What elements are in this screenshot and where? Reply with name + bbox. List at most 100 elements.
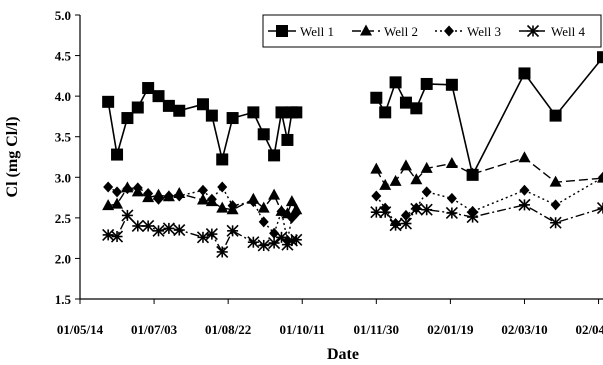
series-3-point [217, 181, 228, 193]
series-4-point [445, 206, 458, 220]
y-axis-title: Cl (mg Cl/l) [4, 117, 21, 198]
series-1-point [290, 106, 303, 119]
series-3-point [446, 192, 457, 204]
series-4-point [290, 233, 303, 246]
series-4 [102, 198, 603, 259]
x-tick-label: 02/03/10 [501, 322, 547, 337]
legend-label-3: Well 3 [467, 24, 501, 39]
series-2-point [216, 201, 229, 213]
x-tick-label: 01/07/03 [131, 322, 178, 337]
legend-marker-2 [360, 24, 372, 36]
series-3-point [122, 183, 133, 195]
series-1-point [205, 109, 218, 122]
series-4-point [226, 224, 239, 237]
legend-label-1: Well 1 [300, 24, 334, 39]
series-4-point [196, 231, 210, 244]
series-1-point [121, 112, 134, 125]
series-3-point [421, 186, 432, 198]
series-1-point [196, 98, 209, 111]
x-ticks: 01/05/14 01/07/03 01/08/22 01/10/11 01/11/30… [57, 299, 603, 337]
series-4-point [162, 222, 175, 235]
series-1-point [518, 67, 531, 80]
series-2-point [285, 195, 298, 207]
series-4-point [596, 202, 603, 215]
series-4-point [275, 231, 288, 244]
legend-marker-4 [526, 24, 540, 38]
series-4-point [247, 236, 260, 249]
series-1-point [173, 104, 186, 117]
series-1-point [410, 102, 423, 115]
series-1-point [268, 149, 281, 162]
series-1-point [226, 112, 239, 125]
x-tick-label: 01/05/14 [57, 322, 104, 337]
series-1-point [216, 153, 229, 166]
series-2-point [111, 197, 124, 209]
series-4-point [549, 216, 562, 229]
y-tick-label: 2.5 [55, 211, 72, 226]
x-axis-title: Date [327, 346, 359, 363]
series-3-point [291, 207, 302, 219]
series-4-point [466, 210, 479, 224]
y-tick-label: 2.0 [55, 251, 71, 266]
series-1-point [389, 76, 402, 89]
series-1-point [370, 91, 383, 104]
legend-marker-1 [276, 25, 288, 37]
series-3-point [519, 184, 530, 196]
series-3-point [248, 196, 259, 208]
y-tick-label: 5.0 [55, 8, 71, 23]
series-1-point [162, 99, 175, 112]
series-4-point [420, 203, 433, 216]
series-3-point [400, 209, 411, 221]
series-3-point [227, 200, 238, 212]
series-1-point [399, 96, 412, 109]
series-1-point [379, 106, 392, 119]
series-4-point [410, 202, 423, 215]
series-2-point [399, 159, 412, 171]
series-3-point [103, 181, 114, 193]
series-3-point [153, 193, 164, 205]
y-tick-label: 4.5 [55, 49, 72, 64]
series-2-point [518, 151, 531, 163]
series-4-point [173, 223, 186, 237]
series-1-point [549, 109, 562, 122]
series-2-point [268, 188, 281, 200]
series-1-point [247, 106, 260, 119]
series-3-point [371, 190, 382, 202]
series-3-point [143, 188, 154, 200]
series-1-point [142, 82, 155, 95]
series-layer [102, 51, 603, 259]
y-tick-label: 3.5 [55, 130, 72, 145]
series-1-point [281, 133, 294, 146]
series-1-point [131, 101, 144, 114]
legend-box [262, 14, 602, 48]
series-1-line [375, 56, 603, 178]
series-4-point [399, 217, 413, 230]
series-1-point [445, 78, 458, 91]
series-3-point [112, 186, 123, 198]
series-2-point [420, 161, 433, 173]
series-3-line [375, 176, 603, 225]
series-3-point [276, 205, 287, 217]
series-3-point [132, 182, 143, 194]
series-2-point [549, 175, 562, 187]
series-4-point [518, 198, 531, 211]
series-3-point [269, 227, 280, 239]
series-4-point [379, 206, 392, 219]
series-4-point [152, 224, 165, 237]
series-3-point [174, 190, 185, 202]
series-4-point [257, 239, 270, 252]
x-tick-label: 02/04/29 [575, 322, 603, 337]
series-2-point [389, 174, 402, 186]
series-2-point [196, 193, 209, 205]
series-2-point [257, 201, 270, 213]
x-tick-label: 01/11/30 [354, 322, 400, 337]
legend-marker-3 [444, 25, 454, 37]
series-2-point [445, 156, 458, 168]
legend-label-4: Well 4 [551, 24, 585, 39]
series-1-point [257, 128, 270, 141]
series-3-point [598, 171, 603, 183]
series-3-point [206, 193, 217, 205]
series-3-point [258, 216, 269, 228]
axes [79, 15, 603, 300]
